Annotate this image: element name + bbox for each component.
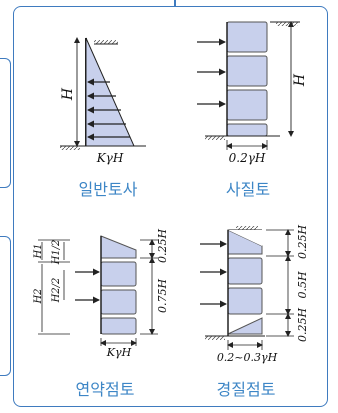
right-dimensions [266, 229, 294, 337]
label-top: 0.25H [156, 229, 169, 263]
pressure-top-wedge [100, 235, 137, 259]
diagram-sand: H 0.2γH 사질토 [197, 21, 308, 199]
label-base: 0.2~0.3γH [217, 351, 278, 364]
label-h1-half: H1/2 [51, 240, 62, 266]
caption-soft-clay: 연약점토 [76, 380, 135, 399]
label-h: H [292, 73, 308, 87]
ground-hatch-top [94, 40, 118, 44]
caption-sand: 사질토 [226, 180, 270, 199]
pressure-bottom-wedge [227, 317, 263, 335]
pressure-blocks [100, 261, 137, 335]
label-h1: H1 [33, 243, 44, 259]
pressure-arrows [75, 268, 100, 304]
diagram-stiff-clay: 0.25H 0.5H 0.25H 0.2~0.3γH 경질점토 [200, 225, 309, 399]
left-bracket-bottom [0, 236, 11, 376]
top-connector-line [174, 0, 176, 7]
label-h2-half: H2/2 [51, 278, 62, 304]
left-dimensions [38, 239, 70, 335]
label-h2: H2 [33, 288, 44, 304]
diagram-panel [13, 6, 328, 407]
pressure-arrows [200, 240, 227, 308]
label-bottom: 0.25H [296, 308, 309, 342]
diagram-general: H KγH 일반토사 [60, 37, 146, 199]
label-base: KγH [106, 346, 132, 359]
label-base: KγH [96, 151, 124, 165]
label-h: H [60, 87, 76, 101]
label-mid: 0.5H [296, 271, 309, 298]
pressure-blocks [226, 21, 268, 137]
right-dimensions [140, 239, 158, 335]
left-bracket-top [0, 58, 11, 188]
label-top: 0.25H [296, 225, 309, 259]
label-mid: 0.75H [156, 279, 169, 313]
caption-general: 일반토사 [79, 180, 138, 199]
caption-stiff-clay: 경질점토 [217, 380, 276, 399]
pressure-arrows [197, 38, 226, 108]
diagram-soft-clay: H1 H1/2 H2 H2/2 0.25H 0.75H KγH 연약점토 [33, 229, 169, 399]
pressure-blocks [227, 257, 263, 315]
pressure-arrows [87, 78, 130, 141]
label-base: 0.2γH [229, 151, 266, 165]
pressure-triangle [85, 37, 135, 147]
